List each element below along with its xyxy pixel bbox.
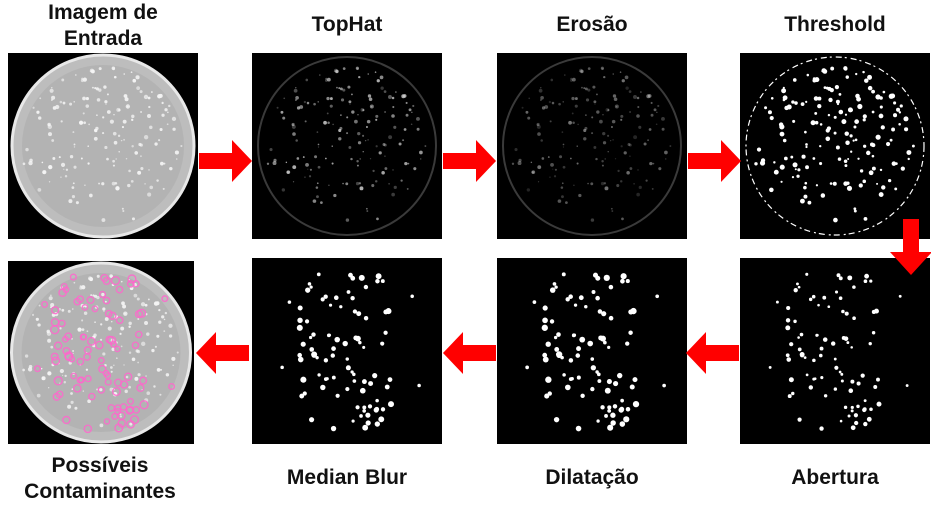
arrow-down-icon	[890, 219, 931, 275]
label-threshold: Threshold	[784, 13, 886, 36]
panel-median-blur	[252, 258, 442, 444]
arrow-left-icon	[443, 332, 496, 374]
label-erosion: Erosão	[556, 13, 628, 36]
panel-threshold	[740, 53, 930, 239]
arrow-left-icon	[686, 332, 739, 374]
panel-erosion	[497, 53, 687, 239]
label-dilation: Dilatação	[545, 466, 639, 489]
panel-output	[8, 261, 194, 444]
arrow-left-icon	[196, 332, 249, 374]
label-tophat: TopHat	[311, 13, 383, 36]
panel-tophat	[252, 53, 442, 239]
label-opening: Abertura	[791, 466, 879, 489]
label-output: Possíveis Contaminantes	[24, 454, 176, 503]
label-median-blur: Median Blur	[286, 466, 408, 489]
arrow-right-icon	[688, 140, 741, 182]
arrow-right-icon	[443, 140, 496, 182]
label-input: Imagem de Entrada	[48, 1, 158, 50]
arrow-right-icon	[199, 140, 252, 182]
panel-opening	[740, 258, 930, 444]
panel-dilation	[497, 258, 687, 444]
panel-input	[8, 53, 198, 239]
